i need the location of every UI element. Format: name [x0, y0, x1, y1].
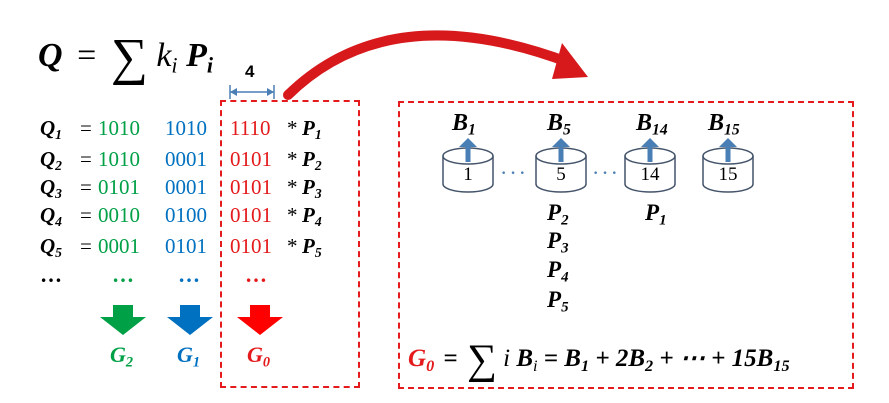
width-indicator: [229, 85, 275, 99]
window-g2: 1010: [98, 116, 140, 140]
bucket-icon: [535, 138, 587, 193]
g2-ellipsis: …: [112, 262, 136, 287]
window-g0: 1110: [230, 116, 271, 140]
window-g1: 1010: [165, 116, 207, 140]
window-g1: 0100: [165, 203, 207, 227]
bucket-number: 5: [556, 164, 566, 185]
window-g0-box: [220, 100, 360, 388]
window-g0: 0101: [230, 234, 272, 258]
point-label: P5: [302, 234, 322, 261]
curved-arrow: [283, 30, 588, 100]
bucket-number: 15: [718, 164, 738, 185]
formula-sum: ∑: [110, 29, 148, 86]
window-g0: 0101: [230, 175, 272, 199]
q-label: Q5: [40, 234, 62, 261]
bucket-point: P5: [547, 287, 569, 316]
g0-ellipsis: …: [245, 262, 269, 287]
formula-q: Q: [38, 37, 63, 74]
point-label: P3: [302, 175, 322, 202]
bucket-label: B5: [547, 110, 571, 139]
down-arrow-icon: [237, 305, 283, 335]
window-g2: 0010: [98, 203, 140, 227]
bucket-point: P2: [547, 200, 569, 229]
bucket-number: 1: [463, 164, 473, 185]
formula-g0: G0: [408, 345, 435, 375]
bucket-ellipsis: ···: [500, 160, 528, 185]
window-g0: 0101: [230, 203, 272, 227]
q-label: Q2: [40, 147, 62, 174]
bucket-point: P1: [645, 200, 667, 229]
formula-p: Pi: [186, 37, 213, 78]
formula-equals: =: [77, 37, 97, 74]
point-label: P1: [302, 116, 322, 143]
window-g2: 0101: [98, 175, 140, 199]
point-label: P4: [302, 203, 322, 230]
bucket-label: B15: [708, 110, 740, 139]
group-label-g2: G2: [110, 342, 134, 371]
window-g2: 1010: [98, 147, 140, 171]
bucket-sum-formula: G0 = ∑ i Bi = B1 + 2B2 + ⋯ + 15B15: [408, 337, 790, 383]
bucket-icon: [624, 138, 676, 193]
bucket-ellipsis: ···: [592, 160, 620, 185]
bucket-label: B14: [636, 110, 668, 139]
bucket-point: P4: [547, 257, 569, 286]
formula-k: ki: [156, 37, 178, 78]
window-g1: 0001: [165, 175, 207, 199]
group-label-g0: G0: [247, 342, 271, 371]
top-formula: Q = ∑ ki Pi: [38, 28, 213, 87]
q-label: Q3: [40, 175, 62, 202]
down-arrow-icon: [167, 305, 213, 335]
g1-ellipsis: …: [178, 262, 202, 287]
window-g1: 0101: [165, 234, 207, 258]
bucket-icon: [702, 138, 754, 193]
window-g0: 0101: [230, 147, 272, 171]
group-label-g1: G1: [177, 342, 201, 371]
window-g1: 0001: [165, 147, 207, 171]
row-ellipsis: …: [40, 262, 64, 287]
width-label: 4: [245, 62, 255, 81]
window-g2: 0001: [98, 234, 140, 258]
down-arrow-icon: [100, 305, 146, 335]
bucket-number: 14: [640, 164, 660, 185]
bucket-icon: [442, 138, 494, 193]
bucket-label: B1: [452, 110, 476, 139]
bucket-box: [398, 101, 854, 389]
bucket-point: P3: [547, 228, 569, 257]
q-label: Q1: [40, 116, 62, 143]
q-label: Q4: [40, 203, 62, 230]
point-label: P2: [302, 147, 322, 174]
